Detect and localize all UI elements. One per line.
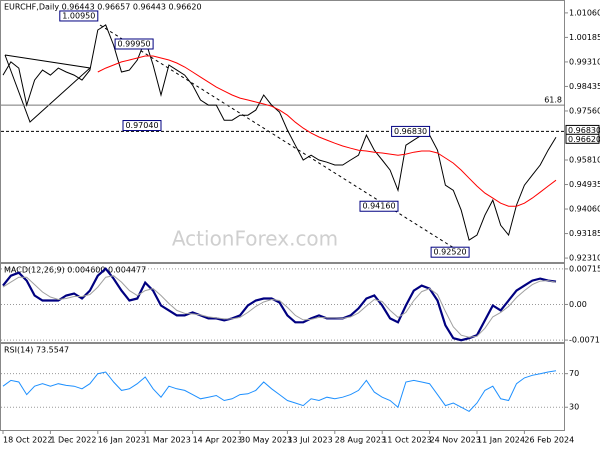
x-tick-label: 1 Dec 2022 — [50, 436, 96, 445]
rsi-panel — [0, 343, 565, 431]
y-tick-label: 0.94935 — [569, 180, 600, 189]
annotation-label: 0.96830 — [394, 127, 427, 136]
x-tick-label: 11 Jan 2024 — [477, 436, 525, 445]
x-tick-label: 26 Feb 2024 — [524, 436, 574, 445]
annotation-box — [59, 10, 99, 22]
annotation-box — [430, 246, 470, 258]
y-tick-label: 30 — [569, 403, 579, 412]
x-tick-label: 30 May 2023 — [240, 436, 292, 445]
x-tick-label: 16 Jan 2023 — [98, 436, 146, 445]
annotation-label: 0.92520 — [434, 248, 467, 257]
y-tick-label: 1.00185 — [569, 33, 600, 42]
triangle-pattern — [4, 54, 92, 123]
x-tick-label: 13 Jul 2023 — [287, 436, 332, 445]
x-tick-label: 18 Oct 2022 — [3, 436, 52, 445]
price-tag-label: 0.96830 — [568, 126, 600, 135]
series-line — [2, 24, 557, 241]
y-tick-label: 0.007159 — [569, 264, 600, 273]
series-line — [2, 370, 557, 413]
series-line — [2, 267, 557, 342]
series-line — [97, 55, 557, 207]
panel-title: MACD(12,26,9) 0.004600 0.004477 — [4, 266, 146, 275]
annotation-box — [122, 120, 162, 132]
x-tick-label: 1 Mar 2023 — [145, 436, 191, 445]
y-tick-label: 0.95810 — [569, 156, 600, 165]
y-tick-label: 1.01060 — [569, 8, 600, 17]
y-tick-label: 70 — [569, 369, 579, 378]
annotation-label: 0.99950 — [118, 39, 151, 48]
y-tick-label: 0.97560 — [569, 106, 600, 115]
level-label: 61.8 — [544, 96, 562, 105]
y-tick-label: 0.93185 — [569, 229, 600, 238]
x-tick-label: 24 Nov 2023 — [430, 436, 481, 445]
y-tick-label: 0.00 — [569, 300, 587, 309]
annotation-label: 0.94160 — [362, 202, 395, 211]
annotation-label: 0.97040 — [125, 121, 158, 130]
x-tick-label: 11 Oct 2023 — [382, 436, 431, 445]
annotation-box — [359, 200, 399, 212]
panel-title: EURCHF,Daily 0.96443 0.96657 0.96443 0.9… — [4, 3, 202, 12]
annotation-box — [391, 125, 431, 137]
y-tick-label: 0.98435 — [569, 82, 600, 91]
price-tag — [565, 133, 600, 144]
watermark: ActionForex.com — [172, 227, 338, 251]
price-tag-label: 0.96620 — [568, 135, 600, 144]
x-tick-label: 14 Apr 2023 — [193, 436, 242, 445]
y-tick-label: 0.99310 — [569, 57, 600, 66]
annotation-label: 1.00950 — [62, 11, 95, 20]
series-line — [2, 275, 557, 338]
y-tick-label: 0.94060 — [569, 205, 600, 214]
y-tick-label: -0.007173 — [569, 336, 600, 345]
x-tick-label: 28 Aug 2023 — [335, 436, 386, 445]
y-tick-label: 0.92310 — [569, 254, 600, 263]
panel-title: RSI(14) 73.5547 — [4, 346, 69, 355]
annotation-box — [114, 38, 154, 50]
